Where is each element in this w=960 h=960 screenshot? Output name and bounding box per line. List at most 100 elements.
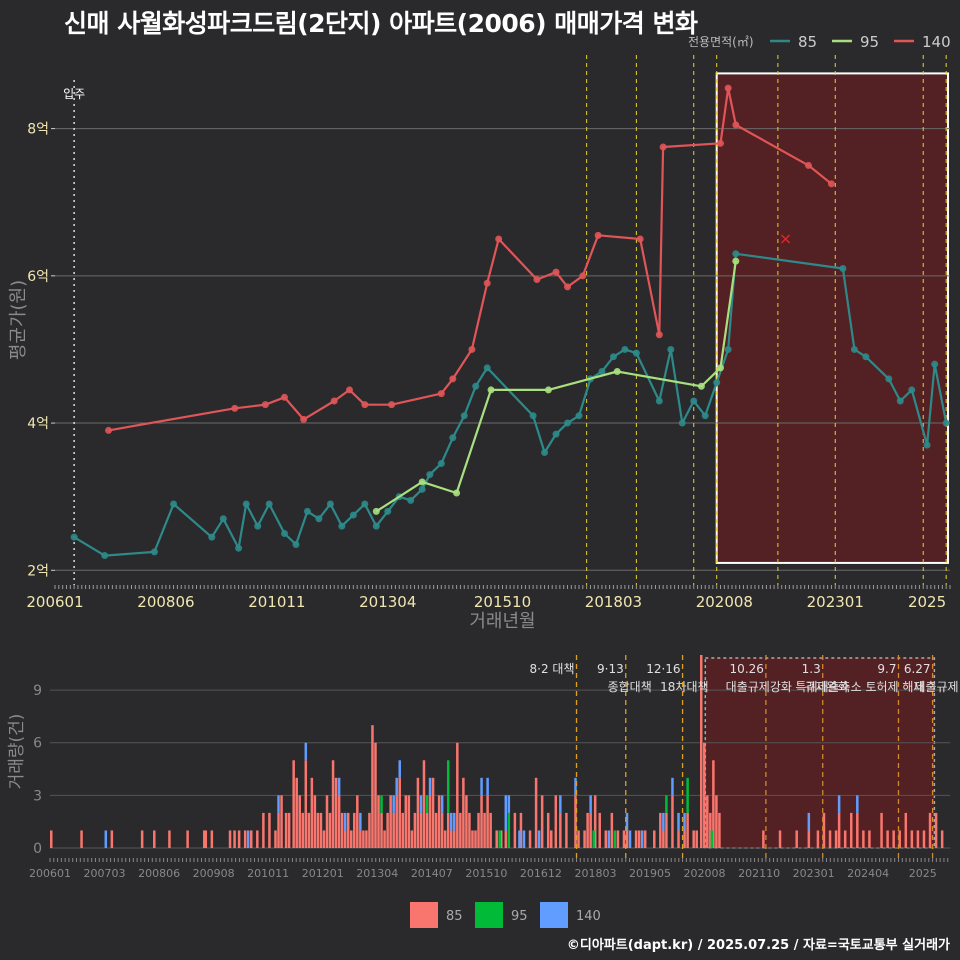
policy-label: 특례대출축소 토허제 해제 (795, 680, 924, 694)
legend-label-95: 95 (860, 33, 879, 51)
bar-85 (486, 795, 489, 848)
bar-95 (507, 812, 511, 848)
bar-85 (671, 795, 674, 848)
data-point-85 (529, 412, 537, 420)
bar-140 (337, 777, 341, 796)
data-point-85 (541, 449, 549, 456)
data-point-85 (931, 360, 939, 368)
x-tick-label: 200601 (26, 593, 83, 611)
data-point-85 (713, 379, 721, 387)
bar-140 (589, 795, 592, 813)
x-tick-label: 201407 (411, 867, 453, 880)
bar-85 (284, 812, 288, 848)
data-point-85 (150, 548, 158, 556)
bar-85 (295, 777, 298, 848)
bar-85 (292, 760, 295, 848)
data-point-140 (594, 231, 602, 239)
bar-85 (762, 830, 765, 848)
bar-85 (928, 812, 932, 848)
bar-140 (428, 777, 432, 796)
bar-85 (554, 795, 558, 848)
bar-85 (377, 795, 380, 848)
data-point-85 (472, 382, 480, 390)
bar-85 (483, 812, 486, 848)
policy-label: 종합대책 (608, 679, 652, 694)
bar-85 (577, 830, 580, 848)
bar-85 (371, 725, 374, 848)
bar-85 (706, 795, 709, 848)
bar-85 (386, 812, 389, 848)
bar-140 (677, 812, 680, 831)
data-point-85 (483, 364, 491, 372)
bar-85 (250, 830, 253, 848)
data-point-85 (942, 419, 950, 427)
bar-85 (256, 830, 259, 848)
data-point-140 (231, 404, 239, 412)
bar-85 (850, 812, 853, 848)
bar-140 (480, 777, 483, 796)
bar-140 (304, 742, 308, 761)
bar-85 (319, 812, 323, 848)
bar-85 (500, 830, 503, 848)
bar-95 (446, 760, 450, 813)
bar-140 (398, 760, 401, 778)
bar-140 (607, 830, 611, 848)
legend-label-85: 85 (798, 33, 817, 51)
bar-85 (425, 812, 429, 848)
bar-85 (401, 812, 405, 848)
bar-85 (677, 830, 680, 848)
x-tick-label: 2025 (909, 867, 937, 880)
data-point-85 (621, 345, 629, 353)
bar-85 (204, 830, 208, 848)
bar-85 (586, 812, 589, 848)
data-point-85 (598, 368, 606, 376)
data-point-85 (265, 500, 273, 508)
bar-85 (598, 812, 601, 848)
data-point-140 (564, 283, 572, 291)
x-tick-label: 2025 (908, 593, 946, 611)
bar-85 (50, 830, 53, 848)
bar-85 (110, 830, 114, 848)
data-point-95 (717, 364, 725, 372)
bar-85 (398, 777, 401, 848)
data-point-85 (690, 397, 698, 405)
bar-85 (456, 742, 459, 848)
bar-85 (153, 830, 156, 848)
bar-85 (280, 795, 283, 848)
bar-85 (465, 795, 468, 848)
bar-85 (807, 830, 811, 848)
data-point-140 (552, 268, 560, 276)
bar-85 (634, 830, 638, 848)
bar-85 (80, 830, 83, 848)
bar-85 (477, 812, 480, 848)
data-point-85 (732, 250, 740, 258)
bar-140 (343, 812, 347, 831)
bar-85 (534, 777, 538, 848)
data-point-85 (552, 430, 560, 438)
policy-label: 대출규제강화 (726, 680, 792, 694)
bar-85 (233, 830, 236, 848)
bar-85 (328, 812, 332, 848)
x-tick-label: 201905 (629, 867, 671, 880)
bar-85 (659, 812, 662, 848)
data-point-140 (437, 390, 445, 398)
bar-85 (940, 830, 944, 848)
data-point-85 (923, 441, 931, 449)
policy-label: 18차대책 (660, 679, 708, 694)
bar-85 (898, 830, 901, 848)
bar-85 (480, 795, 483, 848)
bar-85 (365, 830, 368, 848)
x-tick-label: 201011 (247, 867, 289, 880)
bar-85 (356, 795, 359, 848)
x-tick-label: 201803 (585, 593, 642, 611)
bar-85 (692, 830, 695, 848)
bar-85 (307, 812, 311, 848)
data-point-140 (261, 401, 269, 409)
bar-85 (593, 795, 597, 848)
x-tick-label: 201011 (248, 593, 305, 611)
bar-85 (422, 760, 426, 848)
data-point-85 (426, 471, 434, 479)
data-point-85 (885, 375, 893, 383)
bar-85 (880, 812, 883, 848)
bar-85 (916, 830, 920, 848)
